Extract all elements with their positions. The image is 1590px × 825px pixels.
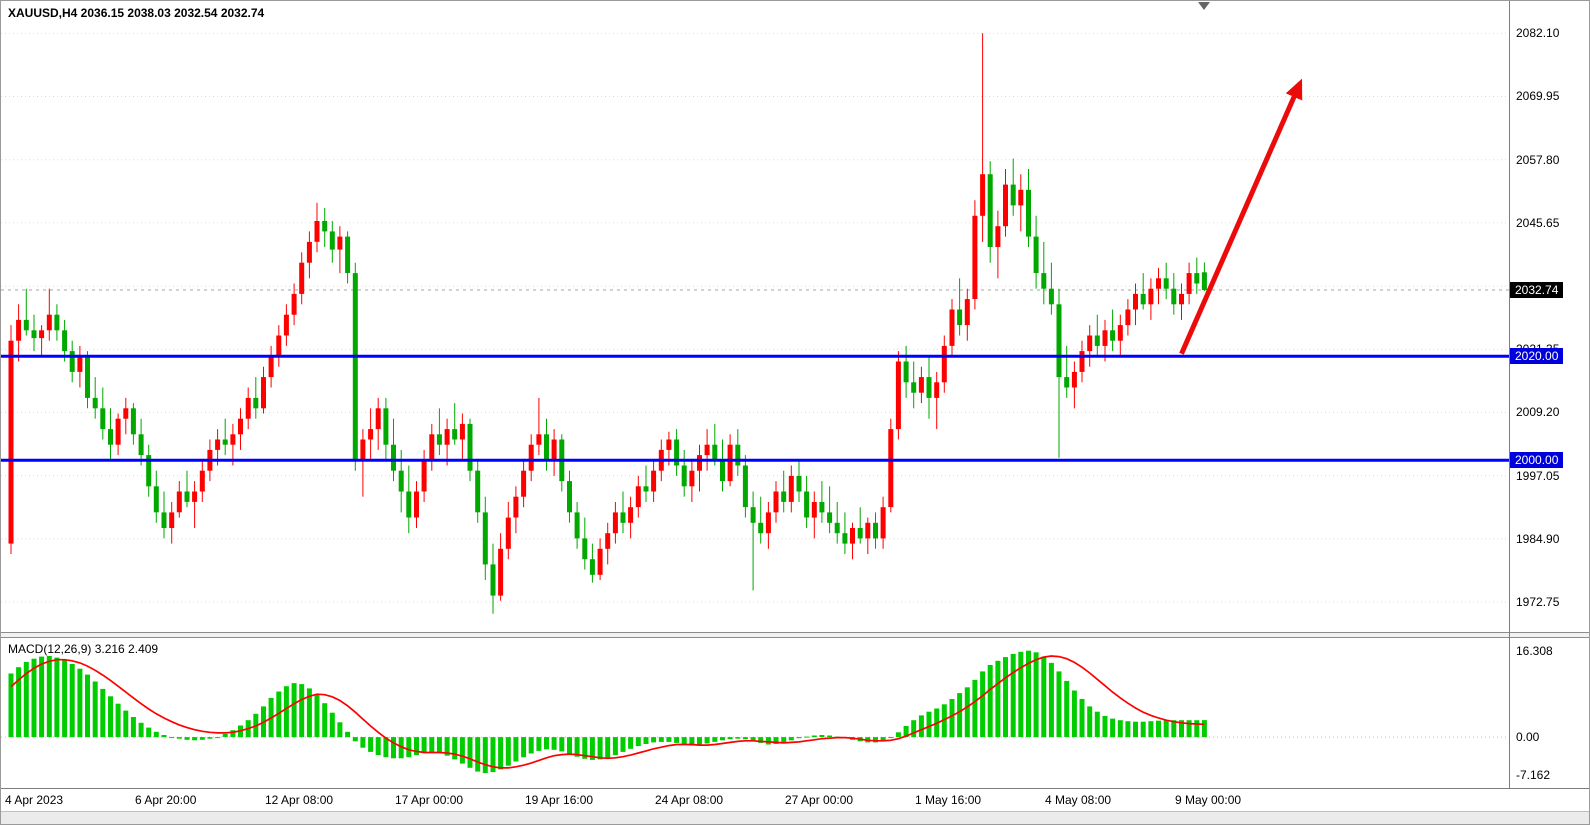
time-label: 19 Apr 16:00 (525, 793, 594, 807)
time-label: 24 Apr 08:00 (655, 793, 724, 807)
price-tick: 2057.80 (1516, 153, 1560, 167)
price-axis[interactable]: 2082.102069.952057.802045.652021.352009.… (1510, 1, 1589, 789)
time-label: 17 Apr 00:00 (395, 793, 464, 807)
macd-tick: 16.308 (1516, 644, 1553, 658)
level-price-badge: 2020.00 (1510, 348, 1564, 364)
macd-tick: -7.162 (1516, 768, 1551, 782)
candles-series (8, 33, 1207, 614)
time-label: 4 Apr 2023 (5, 793, 64, 807)
price-tick: 1984.90 (1516, 532, 1560, 546)
time-label: 12 Apr 08:00 (265, 793, 334, 807)
macd-signal-line (10, 655, 1205, 769)
price-tick: 2009.20 (1516, 405, 1560, 419)
pane-separator[interactable] (1, 632, 1589, 638)
time-label: 1 May 16:00 (915, 793, 982, 807)
macd-pane[interactable]: MACD(12,26,9) 3.216 2.409 (1, 638, 1509, 788)
time-label: 27 Apr 00:00 (785, 793, 854, 807)
price-tick: 2045.65 (1516, 216, 1560, 230)
macd-tick: 0.00 (1516, 730, 1540, 744)
time-label: 4 May 08:00 (1045, 793, 1112, 807)
price-tick: 1997.05 (1516, 469, 1560, 483)
grid-lines (1, 32, 1509, 603)
price-tick: 1972.75 (1516, 595, 1560, 609)
chart-ohlc-label: XAUUSD,H4 2036.15 2038.03 2032.54 2032.7… (8, 6, 265, 20)
level-price-badge: 2000.00 (1510, 452, 1564, 468)
price-tick: 2082.10 (1516, 26, 1560, 40)
macd-canvas[interactable] (1, 638, 1509, 788)
time-axis[interactable]: 4 Apr 2023 6 Apr 20:00 12 Apr 08:00 17 Apr … (1, 790, 1589, 811)
current-price-badge: 2032.74 (1510, 282, 1564, 298)
macd-histogram (8, 650, 1207, 774)
time-axis-divider (1, 788, 1589, 789)
price-tick: 2069.95 (1516, 89, 1560, 103)
shift-marker (1198, 2, 1210, 10)
bottom-margin (1, 811, 1589, 824)
trend-arrow[interactable] (1179, 78, 1303, 355)
time-label: 9 May 00:00 (1175, 793, 1242, 807)
main-pane[interactable]: XAUUSD,H4 2036.15 2038.03 2032.54 2032.7… (1, 1, 1509, 632)
main-chart-canvas[interactable] (1, 1, 1509, 632)
macd-label: MACD(12,26,9) 3.216 2.409 (8, 642, 159, 656)
time-label: 6 Apr 20:00 (135, 793, 197, 807)
axis-divider (1509, 1, 1510, 789)
